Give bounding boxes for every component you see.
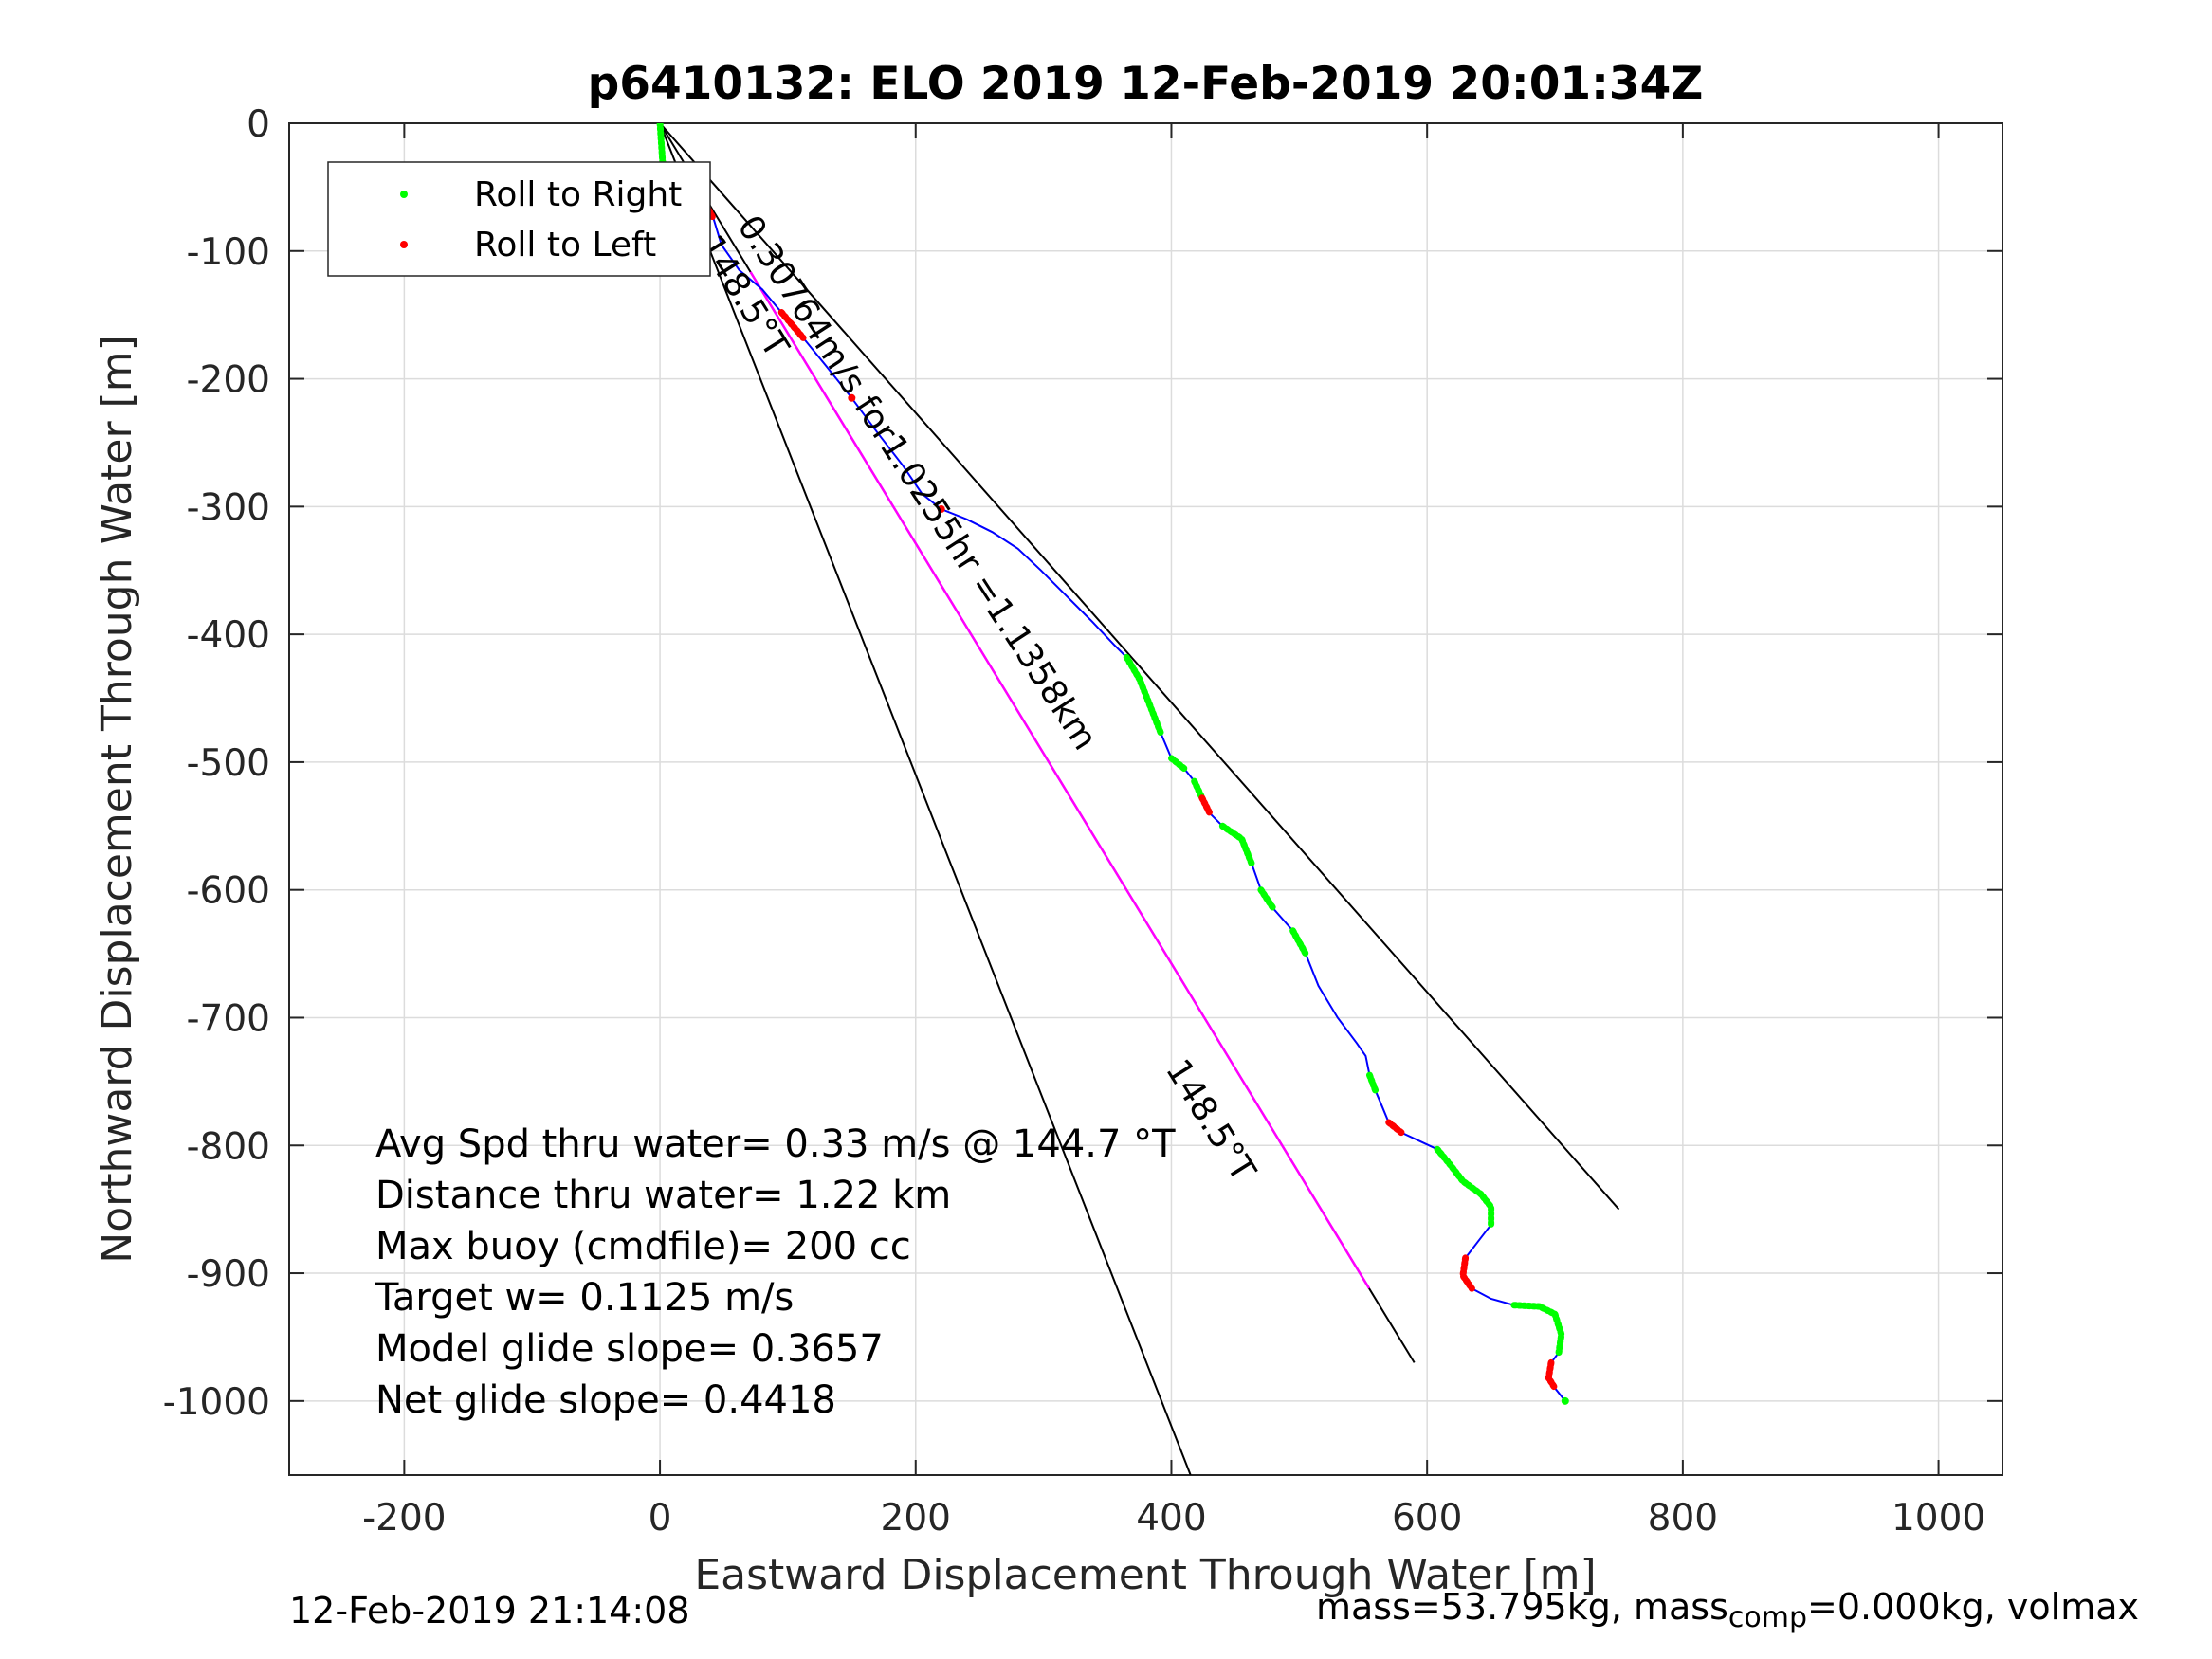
plot-area-border [288, 122, 2003, 1476]
roll-right-marker [1257, 886, 1277, 913]
roll-right-marker [1434, 1145, 1495, 1229]
y-tick-label: -800 [186, 1125, 270, 1168]
legend-marker-roll-left [400, 241, 408, 248]
stat-max-buoy: Max buoy (cmdfile)= 200 cc [375, 1225, 911, 1268]
annotations: 0.30764m/s for1.0255hr =1.1358km148.5°T1… [691, 209, 1263, 1189]
roll-right-marker [1218, 822, 1255, 868]
stat-distance: Distance thru water= 1.22 km [375, 1174, 951, 1217]
footer-mass-post: =0.000kg, volmax [1807, 1586, 2139, 1628]
roll-right-marker [1168, 755, 1188, 773]
y-tick-label: -100 [186, 231, 270, 274]
x-axis-ticks: -200 0 200 400 600 800 1000 [362, 123, 1985, 1540]
grid-lines [289, 122, 2002, 1475]
legend-label-roll-left: Roll to Left [474, 226, 656, 264]
y-tick-label: -900 [186, 1253, 270, 1296]
roll-left-marker [777, 309, 807, 341]
x-tick-label: 1000 [1892, 1497, 1985, 1540]
y-tick-label: -500 [186, 742, 270, 785]
roll-left-marker [1385, 1119, 1405, 1137]
roll-left-marker [1545, 1358, 1559, 1392]
x-tick-label: 200 [881, 1497, 951, 1540]
y-tick-label: -1000 [163, 1381, 270, 1424]
footer-mass-sub: comp [1728, 1601, 1807, 1634]
chart-title: p6410132: ELO 2019 12-Feb-2019 20:01:34Z [588, 58, 1704, 110]
y-tick-label: -600 [186, 870, 270, 913]
legend-box [327, 161, 711, 277]
heading-line-group [659, 123, 1416, 1363]
x-tick-label: -200 [362, 1497, 447, 1540]
roll-right-marker [1123, 653, 1165, 738]
speed-annotation: 0.30764m/s for1.0255hr =1.1358km [729, 209, 1104, 757]
stat-avg-speed: Avg Spd thru water= 0.33 m/s @ 144.7 °T [375, 1122, 1176, 1166]
reference-line [659, 123, 1620, 1211]
y-axis-ticks: 0 -100 -200 -300 -400 -500 -600 -700 -800 -900 -10… [163, 103, 2002, 1424]
roll-right-marker [1366, 1071, 1380, 1096]
x-tick-label: 0 [649, 1497, 672, 1540]
x-tick-label: 400 [1136, 1497, 1206, 1540]
y-tick-label: -700 [186, 997, 270, 1040]
y-tick-label: 0 [247, 103, 270, 146]
footer-timestamp: 12-Feb-2019 21:14:08 [289, 1590, 690, 1632]
legend-label-roll-right: Roll to Right [474, 175, 682, 214]
legend: Roll to Right Roll to Left [327, 161, 711, 277]
stat-model-glide: Model glide slope= 0.3657 [375, 1327, 884, 1371]
heading-line [749, 271, 1371, 1289]
x-axis-label: Eastward Displacement Through Water [m] [694, 1551, 1596, 1599]
y-axis-label: Northward Displacement Through Water [m] [93, 335, 141, 1263]
roll-right-marker [1289, 927, 1309, 957]
roll-right-marker [1510, 1302, 1565, 1357]
x-tick-label: 600 [1392, 1497, 1462, 1540]
x-tick-label: 800 [1648, 1497, 1718, 1540]
roll-left-marker [937, 505, 945, 514]
reference-line [659, 123, 1192, 1475]
y-tick-label: -400 [186, 614, 270, 657]
heading-annotation: 148.5°T [1158, 1052, 1263, 1189]
reference-lines [659, 123, 1620, 1475]
stat-net-glide: Net glide slope= 0.4418 [375, 1378, 836, 1422]
y-tick-label: -200 [186, 359, 270, 402]
footer-mass-pre: mass=53.795kg, mass [1316, 1586, 1728, 1628]
footer-mass-info: mass=53.795kg, masscomp=0.000kg, volmax [1316, 1586, 2139, 1634]
roll-left-marker [1459, 1254, 1475, 1292]
roll-left-marker [848, 393, 856, 402]
stat-target-w: Target w= 0.1125 m/s [375, 1276, 794, 1320]
legend-marker-roll-right [400, 191, 408, 198]
roll-right-marker [1561, 1396, 1569, 1405]
roll-left-marker [1198, 794, 1214, 817]
y-tick-label: -300 [186, 486, 270, 529]
stats-block: Avg Spd thru water= 0.33 m/s @ 144.7 °T … [375, 1122, 1176, 1422]
